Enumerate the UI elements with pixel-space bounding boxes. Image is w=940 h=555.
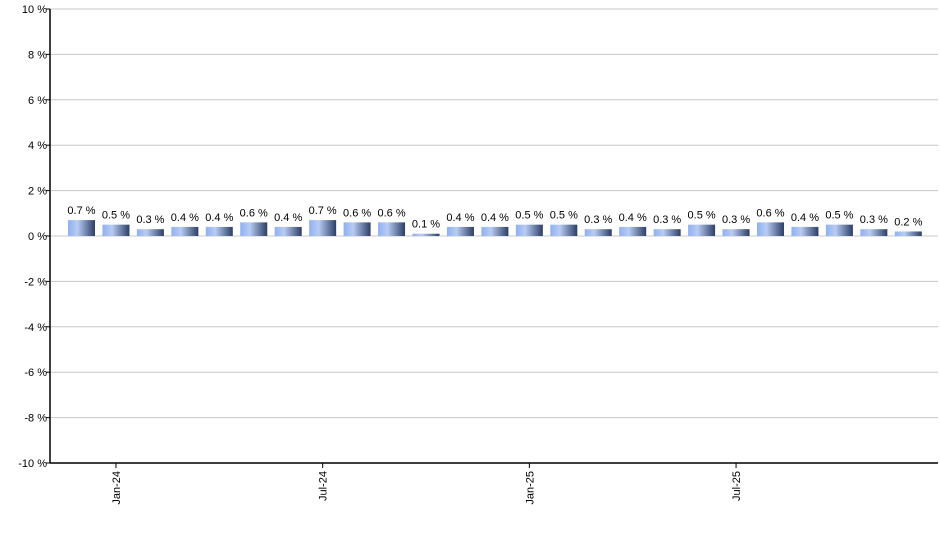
bar-Jun-24 xyxy=(274,226,302,236)
bar-Nov-24 xyxy=(446,226,474,236)
data-label: 0.1 % xyxy=(412,219,440,231)
bar-Sep-24 xyxy=(378,222,406,236)
bar-Oct-24 xyxy=(412,233,440,236)
data-label: 0.5 % xyxy=(102,210,130,222)
axes xyxy=(49,9,938,464)
data-label: 0.2 % xyxy=(894,216,922,228)
y-tick-label: 2 % xyxy=(28,186,47,198)
bar-Nov-25 xyxy=(860,229,888,236)
x-tick-label: Jul-25 xyxy=(731,471,743,501)
data-label: 0.7 % xyxy=(67,205,95,217)
data-label: 0.4 % xyxy=(481,212,509,224)
data-label: 0.6 % xyxy=(343,207,371,219)
data-label: 0.4 % xyxy=(791,212,819,224)
bar-Aug-25 xyxy=(757,222,784,236)
x-tick-label: Jan-25 xyxy=(524,471,536,505)
data-label: 0.7 % xyxy=(309,205,337,217)
bar-Sep-25 xyxy=(791,226,819,236)
data-label: 0.5 % xyxy=(550,210,578,222)
y-tick-label: -10 % xyxy=(18,458,47,470)
y-tick-label: 10 % xyxy=(22,4,47,16)
bar-Jun-25 xyxy=(688,224,716,236)
x-axis-ticks: Jan-24 Jul-24 Jan-25 Jul-25 xyxy=(111,463,743,505)
x-tick-label: Jan-24 xyxy=(111,471,123,505)
data-label: 0.4 % xyxy=(619,212,647,224)
data-label: 0.3 % xyxy=(860,214,888,226)
data-label: 0.6 % xyxy=(240,207,268,219)
bar-Aug-24 xyxy=(343,222,371,236)
bar-Dec-25 xyxy=(894,231,922,236)
bar-Dec-24 xyxy=(481,226,509,236)
data-label: 0.3 % xyxy=(584,214,612,226)
bar-May-25 xyxy=(653,229,681,236)
data-label: 0.3 % xyxy=(136,214,164,226)
y-tick-label: 0 % xyxy=(28,231,47,243)
x-tick-label: Jul-24 xyxy=(318,471,330,501)
bar-Dec-23 xyxy=(68,220,95,236)
data-label: 0.4 % xyxy=(274,212,302,224)
bar-Jan-25 xyxy=(515,224,543,236)
bar-Mar-24 xyxy=(171,226,199,236)
bar-Apr-25 xyxy=(619,226,647,236)
data-labels: 0.7 % 0.5 % 0.3 % 0.4 % 0.4 % 0.6 % 0.4 % 0.7 %… xyxy=(67,205,922,231)
data-label: 0.4 % xyxy=(446,212,474,224)
data-label: 0.5 % xyxy=(825,210,853,222)
y-tick-label: -2 % xyxy=(24,276,47,288)
data-label: 0.5 % xyxy=(688,210,716,222)
data-label: 0.4 % xyxy=(205,212,233,224)
y-tick-label: -8 % xyxy=(24,413,47,425)
y-tick-label: 4 % xyxy=(28,140,47,152)
y-tick-label: -6 % xyxy=(24,367,47,379)
bar-Jul-24 xyxy=(309,220,337,236)
data-label: 0.3 % xyxy=(653,214,681,226)
bar-Jul-25 xyxy=(722,229,750,236)
y-tick-label: -4 % xyxy=(24,322,47,334)
y-axis-ticks: 10 % 8 % 6 % 4 % 2 % 0 % -2 % -4 % -6 % -8 % -10 % xyxy=(18,4,50,470)
bar-Oct-25 xyxy=(825,224,853,236)
bar-Feb-25 xyxy=(550,224,578,236)
bar-Mar-25 xyxy=(584,229,612,236)
y-tick-label: 6 % xyxy=(28,95,47,107)
data-label: 0.4 % xyxy=(171,212,199,224)
bar-Feb-24 xyxy=(136,229,164,236)
bar-Jan-24 xyxy=(102,224,130,236)
data-label: 0.3 % xyxy=(722,214,750,226)
data-label: 0.6 % xyxy=(756,207,784,219)
data-label: 0.5 % xyxy=(515,210,543,222)
bar-Apr-24 xyxy=(205,226,233,236)
bars xyxy=(68,220,922,236)
bar-May-24 xyxy=(240,222,268,236)
data-label: 0.6 % xyxy=(377,207,405,219)
y-tick-label: 8 % xyxy=(28,49,47,61)
